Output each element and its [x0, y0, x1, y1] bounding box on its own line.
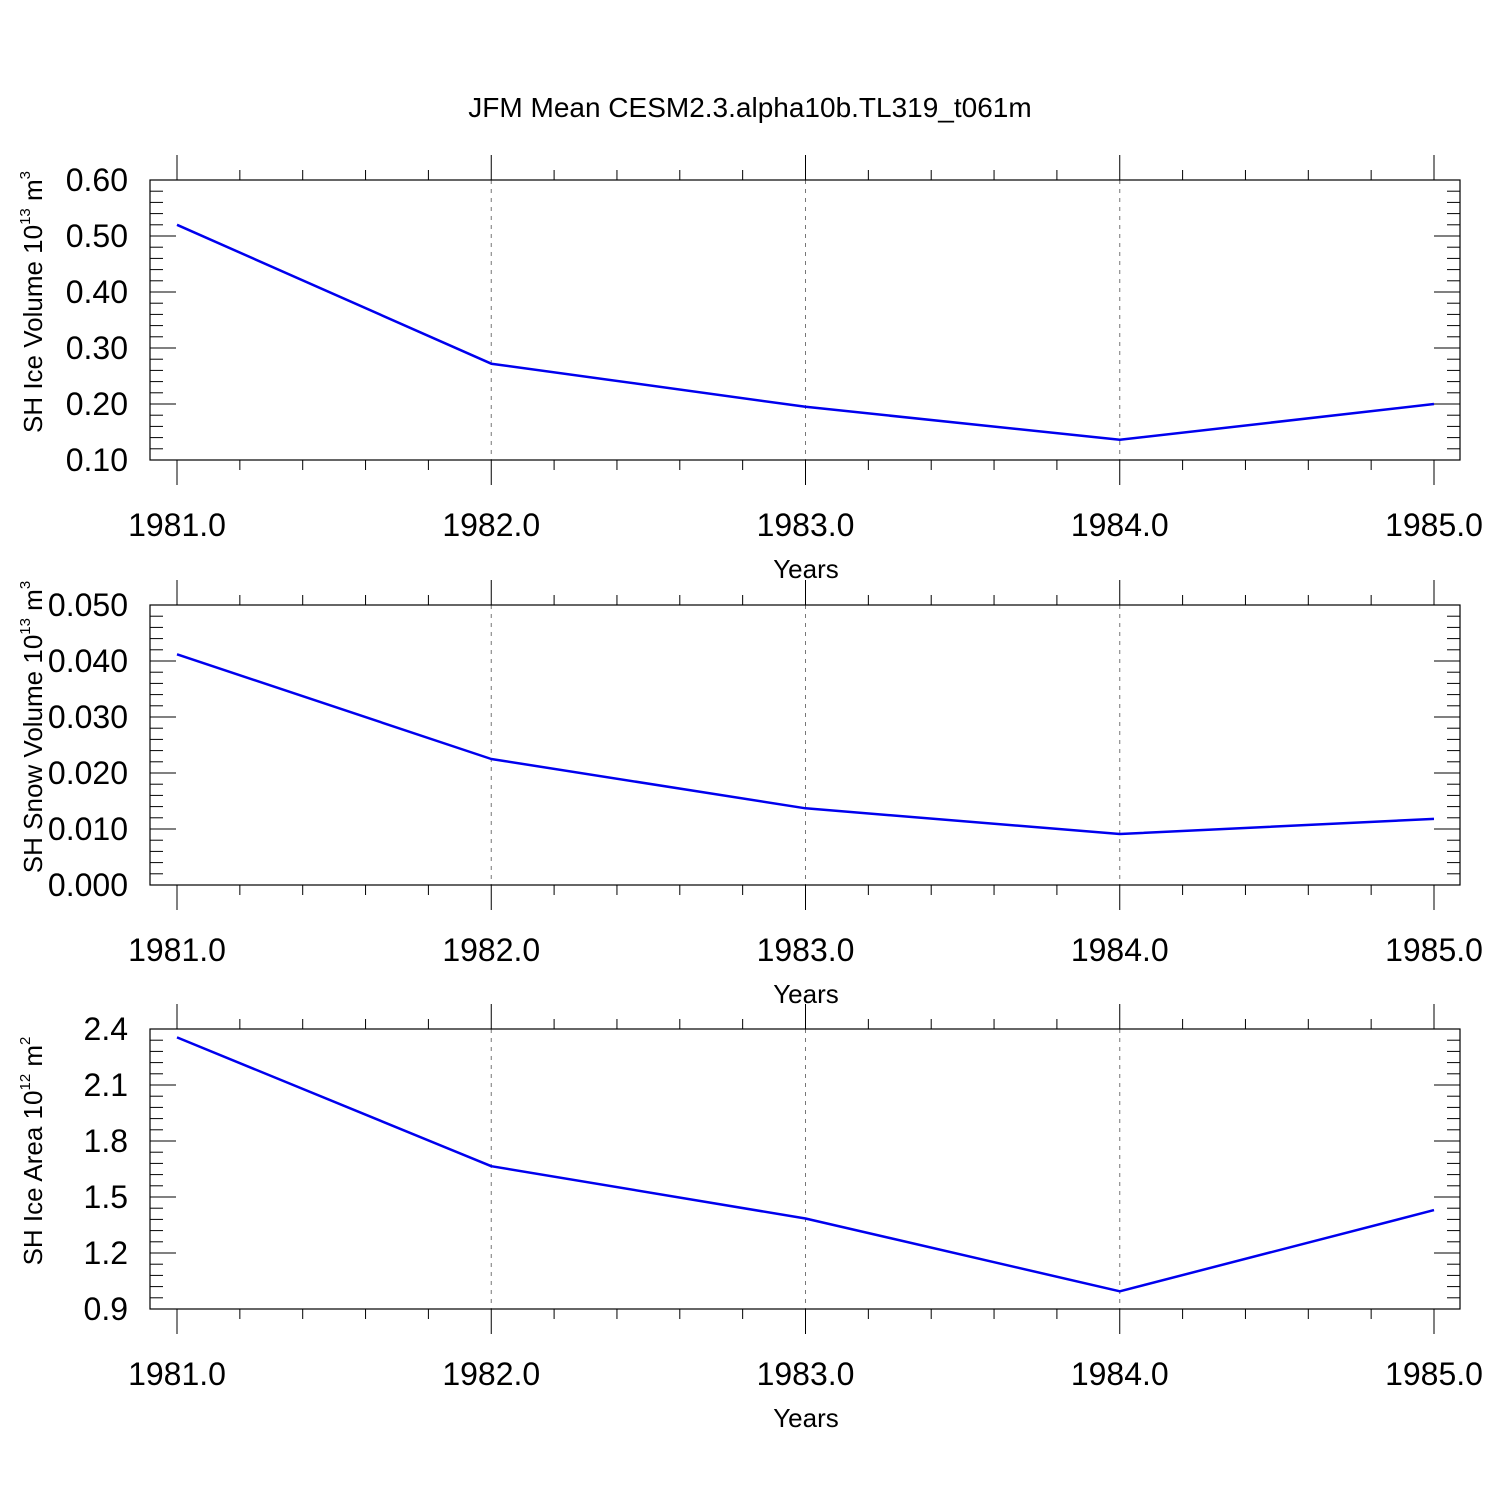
y-tick-label: 0.040 — [48, 643, 128, 679]
x-tick-label: 1984.0 — [1071, 932, 1169, 968]
y-tick-label: 0.20 — [66, 386, 128, 422]
y-tick-label: 0.40 — [66, 274, 128, 310]
data-series-line — [176, 653, 1435, 836]
x-tick-label: 1984.0 — [1071, 507, 1169, 543]
y-label-text: SH Snow Volume 10 — [18, 635, 48, 873]
y-label-exponent: 12 — [17, 1074, 34, 1091]
y-tick-label: 0.50 — [66, 218, 128, 254]
x-tick-label: 1983.0 — [757, 1356, 855, 1392]
y-axis-label: SH Snow Volume 1013 m3 — [17, 581, 48, 873]
y-tick-label: 0.050 — [48, 587, 128, 623]
y-label-unit-exponent: 2 — [17, 1037, 34, 1045]
x-tick-label: 1981.0 — [128, 932, 226, 968]
data-series-line — [176, 1036, 1435, 1293]
y-tick-label: 1.2 — [84, 1235, 128, 1271]
y-tick-label: 0.30 — [66, 330, 128, 366]
x-axis-label: Years — [773, 554, 839, 584]
y-label-unit-exponent: 3 — [17, 581, 34, 589]
data-series-line — [176, 223, 1435, 442]
x-axis-label: Years — [773, 1403, 839, 1433]
panel-1: 0.10 0.20 0.30 0.40 0.50 0.60 1981.0 1982.0 1983… — [17, 155, 1483, 584]
y-tick-label: 0.030 — [48, 699, 128, 735]
y-tick-label: 0.10 — [66, 442, 128, 478]
x-tick-label: 1981.0 — [128, 1356, 226, 1392]
y-tick-label: 0.000 — [48, 867, 128, 903]
y-tick-label: 1.8 — [84, 1123, 128, 1159]
y-label-unit: m — [18, 589, 48, 618]
y-label-unit-exponent: 3 — [17, 171, 34, 179]
y-tick-label: 1.5 — [84, 1179, 128, 1215]
y-tick-label: 0.010 — [48, 811, 128, 847]
y-tick-label: 0.9 — [84, 1291, 128, 1327]
x-tick-label: 1982.0 — [442, 507, 540, 543]
panel-3: 0.9 1.2 1.5 1.8 2.1 2.4 1981.0 1982.0 1983.0 1984… — [17, 1004, 1483, 1433]
x-tick-label: 1984.0 — [1071, 1356, 1169, 1392]
x-tick-label: 1982.0 — [442, 1356, 540, 1392]
x-tick-label: 1985.0 — [1385, 1356, 1483, 1392]
y-tick-label: 2.1 — [84, 1067, 128, 1103]
y-label-unit: m — [18, 1045, 48, 1074]
x-tick-label: 1982.0 — [442, 932, 540, 968]
x-tick-label: 1981.0 — [128, 507, 226, 543]
y-label-unit: m — [18, 179, 48, 208]
y-tick-label: 0.020 — [48, 755, 128, 791]
x-tick-label: 1985.0 — [1385, 932, 1483, 968]
panels: 0.10 0.20 0.30 0.40 0.50 0.60 1981.0 1982.0 1983… — [17, 155, 1483, 1433]
x-tick-label: 1983.0 — [757, 507, 855, 543]
y-axis-label: SH Ice Volume 1013 m3 — [17, 171, 48, 433]
y-label-exponent: 13 — [17, 618, 34, 635]
y-tick-label: 2.4 — [84, 1011, 128, 1047]
y-label-text: SH Ice Volume 10 — [18, 225, 48, 433]
y-axis-label: SH Ice Area 1012 m2 — [17, 1037, 48, 1266]
panel-2: 0.000 0.010 0.020 0.030 0.040 0.050 1981.0 1982… — [17, 580, 1483, 1009]
y-tick-label: 0.60 — [66, 162, 128, 198]
y-label-text: SH Ice Area 10 — [18, 1091, 48, 1266]
x-tick-label: 1983.0 — [757, 932, 855, 968]
y-label-exponent: 13 — [17, 208, 34, 225]
x-tick-label: 1985.0 — [1385, 507, 1483, 543]
figure-title: JFM Mean CESM2.3.alpha10b.TL319_t061m — [468, 92, 1031, 123]
